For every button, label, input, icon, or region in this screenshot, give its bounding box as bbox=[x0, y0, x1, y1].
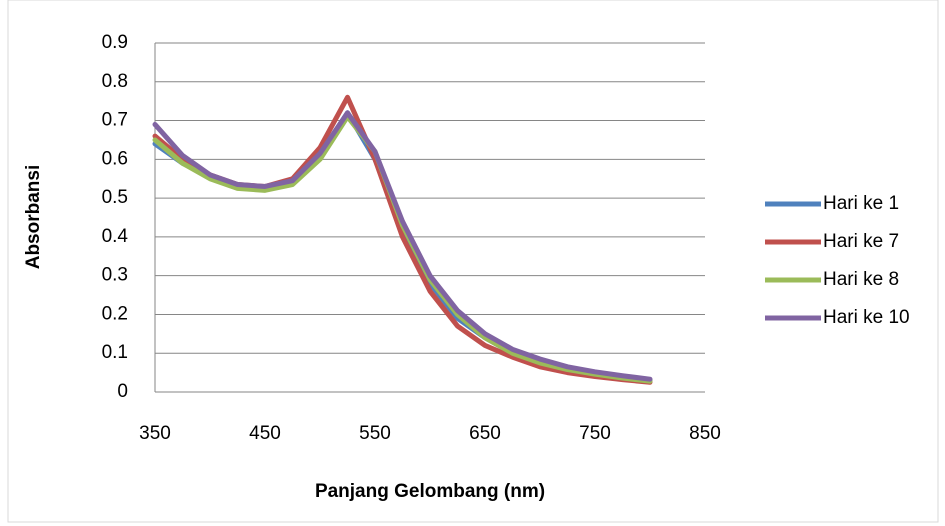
y-tick-label: 0.6 bbox=[102, 148, 128, 169]
y-tick-label: 0.8 bbox=[102, 71, 128, 92]
y-tick-label: 0 bbox=[117, 381, 128, 402]
legend-label: Hari ke 10 bbox=[823, 307, 910, 328]
legend-label: Hari ke 7 bbox=[823, 231, 899, 252]
legend-label: Hari ke 1 bbox=[823, 193, 899, 214]
y-tick-label: 0.1 bbox=[102, 342, 128, 363]
x-tick-label: 350 bbox=[139, 423, 171, 444]
series-line bbox=[152, 110, 653, 382]
x-tick-label: 650 bbox=[469, 423, 501, 444]
chart-frame bbox=[7, 0, 939, 523]
y-tick-label: 0.9 bbox=[102, 32, 128, 53]
legend-label: Hari ke 8 bbox=[823, 269, 899, 290]
x-tick-label: 550 bbox=[359, 423, 391, 444]
x-tick-label: 450 bbox=[249, 423, 281, 444]
x-axis-title: Panjang Gelombang (nm) bbox=[315, 481, 545, 502]
x-tick-label: 850 bbox=[689, 423, 721, 444]
y-axis-title: Absorbansi bbox=[23, 165, 44, 270]
x-tick-label: 750 bbox=[579, 423, 611, 444]
y-tick-label: 0.4 bbox=[102, 226, 129, 247]
y-tick-label: 0.5 bbox=[102, 187, 128, 208]
y-tick-label: 0.2 bbox=[102, 303, 128, 324]
y-tick-label: 0.7 bbox=[102, 110, 128, 131]
y-tick-label: 0.3 bbox=[102, 265, 128, 286]
